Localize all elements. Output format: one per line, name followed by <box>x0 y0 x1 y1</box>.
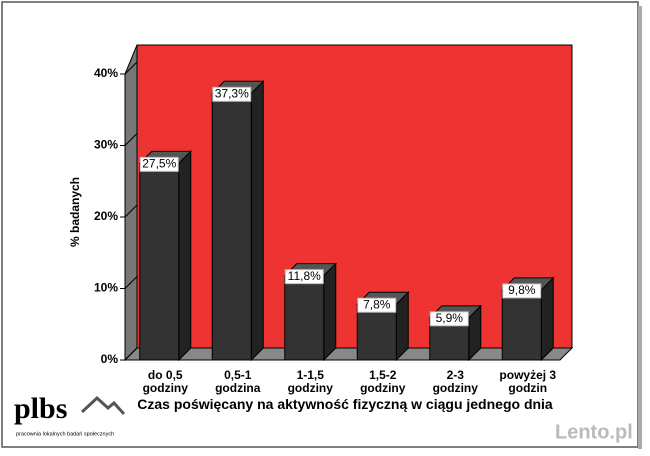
bar-side <box>250 80 264 362</box>
x-tick-label: godziny <box>360 381 406 395</box>
grid-line <box>124 133 138 146</box>
x-tick-label: 0,5-1 <box>224 368 252 382</box>
back-wall <box>136 44 573 349</box>
bar <box>356 303 397 361</box>
plot: 0%10%20%30%40%27,5%do 0,5godziny37,3%0,5… <box>94 44 574 395</box>
bar-side <box>178 150 192 362</box>
x-tick-label: do 0,5 <box>148 368 183 382</box>
value-label: 7,8% <box>363 297 391 311</box>
y-tick-label: 20% <box>94 209 118 223</box>
logo-icon <box>80 395 126 416</box>
x-tick-label: godzin <box>508 381 547 395</box>
x-axis-label-box: Czas poświęcany na aktywność fizyczną w … <box>137 396 553 412</box>
value-label: 37,3% <box>215 86 249 100</box>
x-tick-label: godziny <box>288 381 334 395</box>
grid-line <box>124 347 138 361</box>
bar <box>284 275 325 361</box>
frame-shadow <box>638 6 642 449</box>
bar <box>211 92 252 361</box>
bar <box>501 289 542 361</box>
x-tick-label: powyżej 3 <box>499 368 556 382</box>
watermark: Lento.pl <box>555 421 633 443</box>
x-tick-label: godziny <box>143 381 189 395</box>
value-label: 5,9% <box>436 311 464 325</box>
x-tick-label: godziny <box>433 381 479 395</box>
y-tick-label: 30% <box>94 138 118 152</box>
x-tick-label: godzina <box>215 381 261 395</box>
value-label-box <box>357 297 397 313</box>
logo-box <box>8 392 126 442</box>
x-tick-label: 1,5-2 <box>369 368 397 382</box>
logo-name: plbs <box>14 392 67 425</box>
value-label-box <box>139 156 179 172</box>
value-label: 9,8% <box>508 283 536 297</box>
value-label: 27,5% <box>142 157 176 171</box>
value-label: 11,8% <box>288 269 321 283</box>
y-tick-label: 40% <box>94 66 118 80</box>
grid-line <box>124 204 138 218</box>
logo-tagline: pracownia lokalnych badań społecznych <box>16 431 114 437</box>
grid-line <box>124 276 138 289</box>
value-label-box <box>429 311 469 327</box>
value-label-box <box>212 86 252 102</box>
y-tick-label: 10% <box>94 281 118 295</box>
grid-line <box>124 61 138 75</box>
y-axis-label: % badanych <box>68 177 82 247</box>
bar-side <box>540 276 554 362</box>
x-axis-label: Czas poświęcany na aktywność fizyczną w … <box>137 396 553 412</box>
y-tick-label: 0% <box>101 352 119 366</box>
bar-side <box>323 262 337 362</box>
x-tick-label: 1-1,5 <box>297 368 325 382</box>
bar <box>139 162 180 361</box>
value-label-box <box>284 269 324 285</box>
x-tick-label: 2-3 <box>447 368 465 382</box>
side-wall <box>124 44 138 362</box>
value-label-box <box>502 283 542 299</box>
